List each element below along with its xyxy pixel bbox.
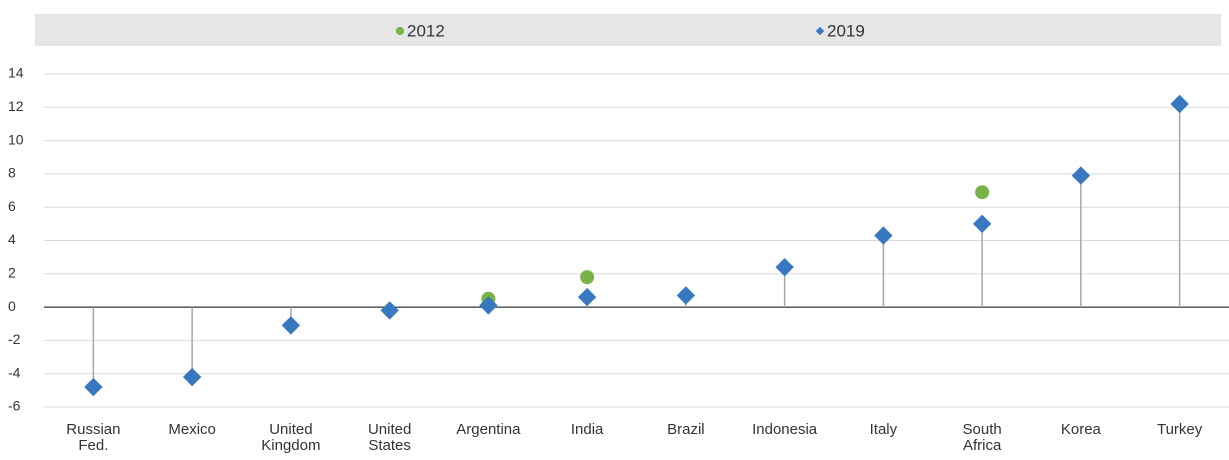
y-tick-label: -2 (8, 331, 21, 347)
legend-item: 2012 (396, 21, 445, 40)
dot (580, 270, 595, 285)
diamond (380, 301, 399, 320)
diamond (1170, 94, 1189, 114)
diamond (84, 377, 103, 397)
diamond (182, 367, 202, 387)
y-tick-label: 6 (8, 198, 16, 214)
y-tick-label: 2 (8, 265, 16, 281)
legend-label: 2012 (407, 21, 445, 40)
diamond (972, 214, 992, 234)
diamond (1071, 166, 1091, 185)
x-tick-label: India (570, 421, 604, 438)
x-tick-label: Mexico (168, 421, 216, 438)
diamond (479, 296, 498, 315)
y-tick-label: 12 (8, 98, 24, 114)
dot (975, 185, 990, 200)
x-tick-label: Turkey (1156, 421, 1203, 438)
y-tick-label: -6 (8, 398, 21, 414)
x-tick-label: United States (367, 421, 412, 454)
y-tick-label: 0 (8, 298, 16, 314)
x-tick-label: Korea (1060, 421, 1101, 438)
legend-marker (396, 27, 404, 35)
x-tick-label: Argentina (456, 421, 521, 438)
y-tick-label: 8 (8, 165, 16, 181)
y-tick-label: 14 (8, 65, 24, 81)
diamond (676, 286, 696, 305)
x-tick-label: Indonesia (752, 421, 818, 438)
legend-band (35, 14, 1221, 46)
diamond (874, 226, 893, 245)
diamond (281, 316, 301, 335)
x-tick-label: Italy (869, 421, 898, 438)
y-tick-label: 10 (8, 131, 24, 147)
diamond (577, 287, 597, 307)
legend-label: 2019 (827, 21, 865, 40)
y-tick-label: -4 (8, 364, 21, 380)
x-tick-label: South Africa (962, 421, 1002, 454)
y-tick-label: 4 (8, 231, 16, 247)
x-tick-label: Russian Fed. (66, 421, 121, 454)
x-tick-label: United Kingdom (261, 421, 321, 454)
diamond (775, 257, 794, 277)
x-tick-label: Brazil (667, 421, 705, 438)
